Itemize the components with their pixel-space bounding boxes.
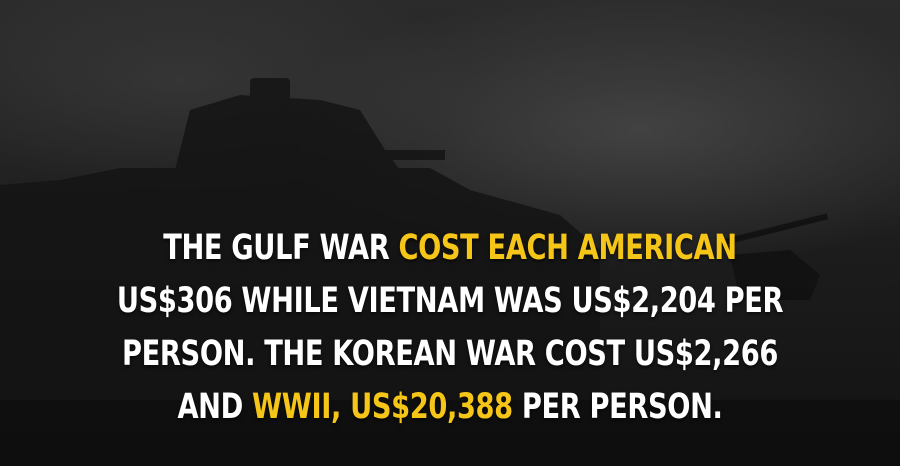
fact-line-3: PERSON. THE KOREAN WAR COST US$2,266 [122,334,778,374]
fact-line-4-highlight: WWII, US$20,388 [252,387,513,427]
fact-line-1-highlight: COST EACH AMERICAN [398,228,737,268]
fact-line-4: AND WWII, US$20,388 PER PERSON. [99,381,801,434]
fact-line-4-text-end: PER PERSON. [512,387,723,427]
soldier-silhouette [720,213,829,300]
fact-line-2: US$306 WHILE VIETNAM WAS US$2,204 PER [116,281,784,321]
fact-line-1-text: THE GULF WAR [163,228,399,268]
fact-line-1: THE GULF WAR COST EACH AMERICAN [99,222,801,275]
fact-line-4-text-start: AND [177,387,253,427]
ground [0,400,900,466]
fact-text: THE GULF WAR COST EACH AMERICAN US$306 W… [99,222,801,434]
tank-silhouette [0,78,600,466]
